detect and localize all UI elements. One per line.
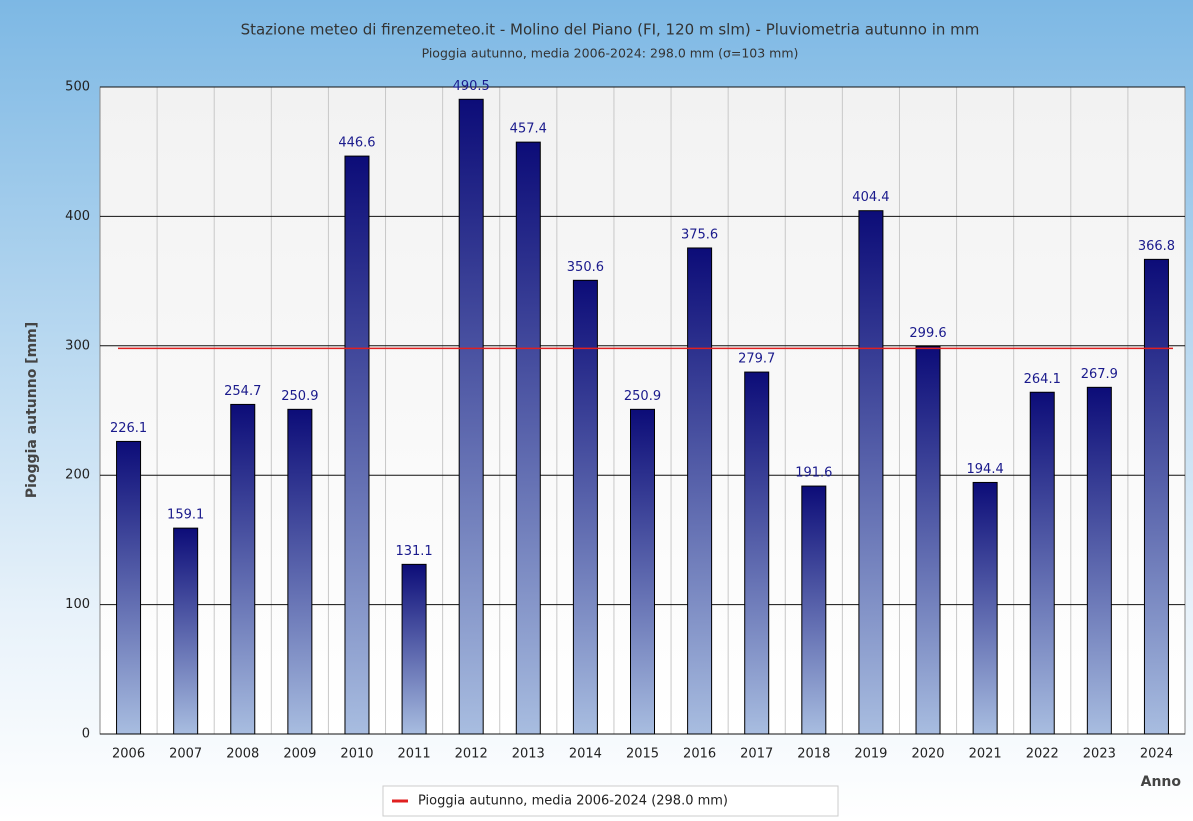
value-label: 250.9: [281, 389, 318, 404]
x-tick-label: 2017: [740, 747, 773, 762]
bar: [1086, 386, 1112, 735]
x-tick-label: 2021: [969, 747, 1002, 762]
x-tick-label: 2016: [683, 747, 716, 762]
bar: [344, 155, 370, 735]
bar: [230, 403, 256, 735]
value-label: 490.5: [453, 79, 490, 94]
value-label: 299.6: [909, 326, 946, 341]
bar: [858, 210, 884, 735]
value-label: 194.4: [967, 462, 1004, 477]
x-axis-label: Anno: [1141, 774, 1182, 790]
legend: [382, 785, 839, 817]
x-tick-label: 2010: [340, 747, 373, 762]
x-tick-label: 2015: [626, 747, 659, 762]
value-label: 226.1: [110, 421, 147, 436]
value-label: 279.7: [738, 352, 775, 367]
value-label: 191.6: [795, 466, 832, 481]
x-tick-label: 2012: [455, 747, 488, 762]
y-axis-label: Pioggia autunno [mm]: [24, 322, 40, 498]
chart-title: Stazione meteo di firenzemeteo.it - Moli…: [241, 21, 980, 39]
value-label: 446.6: [338, 136, 375, 151]
value-label: 404.4: [852, 190, 889, 205]
x-tick-label: 2024: [1140, 747, 1173, 762]
bar: [915, 345, 941, 735]
chart-subtitle: Pioggia autunno, media 2006-2024: 298.0 …: [422, 46, 799, 61]
value-label: 254.7: [224, 384, 261, 399]
bar: [287, 408, 313, 735]
bar: [173, 527, 199, 735]
bar: [572, 279, 598, 735]
x-tick-label: 2008: [226, 747, 259, 762]
value-label: 366.8: [1138, 239, 1175, 254]
value-label: 264.1: [1024, 372, 1061, 387]
x-tick-label: 2006: [112, 747, 145, 762]
value-label: 457.4: [510, 122, 547, 137]
value-label: 159.1: [167, 508, 204, 523]
x-tick-label: 2020: [911, 747, 944, 762]
y-tick-label: 100: [65, 597, 90, 612]
y-tick-label: 200: [65, 468, 90, 483]
bar: [744, 371, 770, 735]
bar: [1143, 258, 1169, 735]
bar: [458, 98, 484, 735]
value-label: 267.9: [1081, 367, 1118, 382]
y-tick-label: 0: [82, 727, 90, 742]
x-tick-label: 2013: [512, 747, 545, 762]
y-tick-label: 500: [65, 80, 90, 95]
x-tick-label: 2019: [854, 747, 887, 762]
x-tick-label: 2011: [398, 747, 431, 762]
bar: [972, 481, 998, 735]
x-tick-label: 2023: [1083, 747, 1116, 762]
value-label: 375.6: [681, 227, 718, 242]
legend-label: Pioggia autunno, media 2006-2024 (298.0 …: [418, 794, 728, 809]
bar: [116, 440, 142, 735]
value-label: 131.1: [395, 544, 432, 559]
bar: [801, 485, 827, 735]
x-tick-label: 2018: [797, 747, 830, 762]
bar: [1029, 391, 1055, 735]
bar: [401, 563, 427, 735]
x-tick-label: 2014: [569, 747, 602, 762]
bar: [515, 141, 541, 735]
y-tick-label: 400: [65, 209, 90, 224]
bar: [687, 247, 713, 735]
y-tick-label: 300: [65, 338, 90, 353]
value-label: 250.9: [624, 389, 661, 404]
bar: [630, 408, 655, 735]
x-tick-label: 2022: [1026, 747, 1059, 762]
x-tick-label: 2007: [169, 747, 202, 762]
value-label: 350.6: [567, 260, 604, 275]
x-tick-label: 2009: [283, 747, 316, 762]
